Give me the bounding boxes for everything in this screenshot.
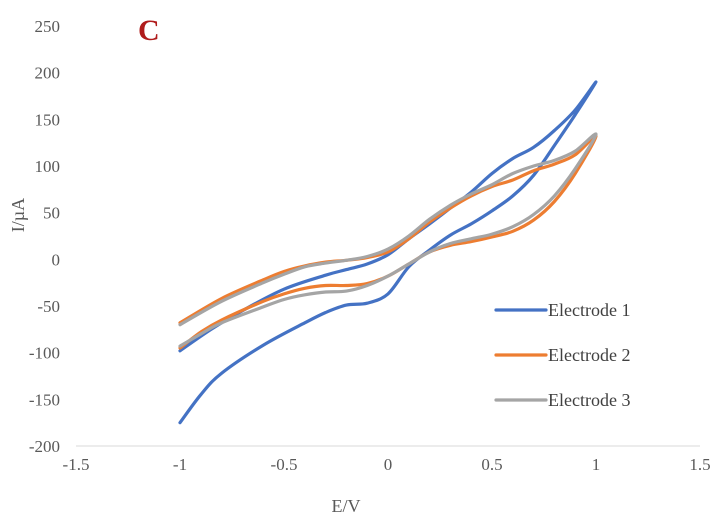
y-tick-label: 0 bbox=[52, 250, 61, 269]
panel-label: C bbox=[138, 14, 160, 47]
y-tick-label: 200 bbox=[35, 64, 61, 83]
y-tick-label: 150 bbox=[35, 110, 61, 129]
axes: -1.5 -1 -0.5 0 0.5 1 1.5 -200 -150 -100 -50 0 50 100 1… bbox=[29, 17, 711, 474]
series-line-electrode-1 bbox=[178, 80, 598, 425]
y-axis-title: I/µA bbox=[8, 198, 28, 232]
x-axis-title: E/V bbox=[332, 496, 361, 516]
legend-item: Electrode 2 bbox=[494, 345, 630, 365]
legend-label: Electrode 3 bbox=[548, 390, 630, 410]
y-tick-label: 50 bbox=[43, 204, 60, 223]
y-tick-label: -150 bbox=[29, 390, 60, 409]
x-tick-label: 1 bbox=[592, 455, 601, 474]
x-tick-label: -0.5 bbox=[271, 455, 298, 474]
y-tick-label: -100 bbox=[29, 344, 60, 363]
x-tick-label: -1 bbox=[173, 455, 187, 474]
y-tick-label: 250 bbox=[35, 17, 61, 36]
x-tick-label: 0 bbox=[384, 455, 393, 474]
legend-label: Electrode 1 bbox=[548, 300, 630, 320]
legend: Electrode 1 Electrode 2 Electrode 3 bbox=[494, 300, 630, 410]
x-tick-label: -1.5 bbox=[63, 455, 90, 474]
y-tick-label: -200 bbox=[29, 437, 60, 456]
x-tick-label: 0.5 bbox=[481, 455, 502, 474]
y-tick-label: 100 bbox=[35, 157, 61, 176]
x-tick-label: 1.5 bbox=[689, 455, 710, 474]
series-line-electrode-3 bbox=[178, 132, 598, 348]
legend-label: Electrode 2 bbox=[548, 345, 630, 365]
legend-item: Electrode 3 bbox=[494, 390, 630, 410]
legend-item: Electrode 1 bbox=[494, 300, 630, 320]
series-layer bbox=[178, 80, 598, 425]
y-tick-label: -50 bbox=[37, 297, 60, 316]
